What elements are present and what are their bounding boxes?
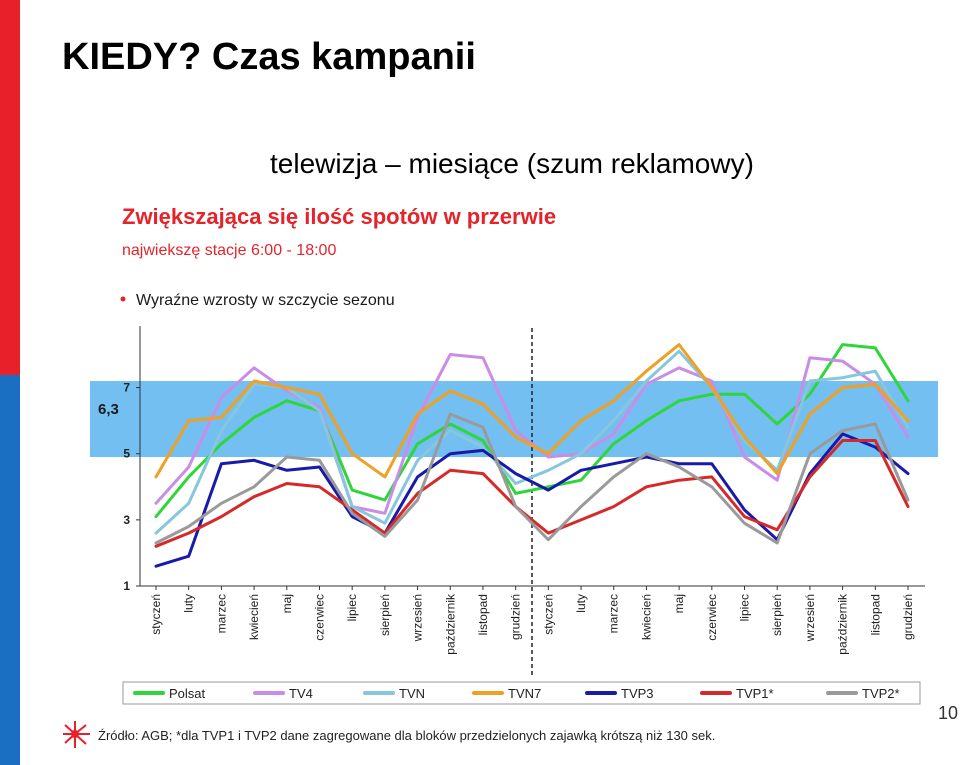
x-tick-label: kwiecień [247, 594, 261, 640]
x-tick-label: maj [672, 594, 686, 613]
x-tick-label: marzec [214, 594, 228, 633]
legend-label: Polsat [169, 686, 206, 701]
bullet-dot [120, 296, 126, 302]
chart-bullet: Wyraźne wzrosty w szczycie sezonu [136, 292, 395, 309]
legend-label: TVP1* [736, 686, 774, 701]
chart-subtitle: najwiekszę stacje 6:00 - 18:00 [122, 242, 336, 259]
series-line-tvp2 [154, 412, 910, 545]
x-tick-label: styczeń [149, 594, 163, 635]
series-line-tvn7 [154, 343, 910, 479]
legend-label: TVN7 [508, 686, 541, 701]
x-tick-label: kwiecień [639, 594, 653, 640]
line-chart: Zwiększająca się ilość spotów w przerwie… [90, 204, 938, 705]
x-tick-label: grudzień [509, 594, 523, 640]
legend-label: TVP3 [621, 686, 654, 701]
x-tick-label: sierpień [378, 594, 392, 636]
chart-legend: Polsat TV4 TVN TVN7 TVP3 TVP1* TVP2* [122, 681, 921, 705]
x-tick-label: czerwiec [705, 594, 719, 641]
x-tick-label: czerwiec [312, 594, 326, 641]
accent-bar-red [0, 0, 20, 375]
x-tick-label: luty [182, 594, 196, 613]
y-tick-label: 1 [123, 579, 130, 593]
slide-subtitle: telewizja – miesiące (szum reklamowy) [270, 148, 754, 179]
legend-label: TVN [399, 686, 425, 701]
series-line-tvp1 [154, 439, 910, 548]
x-tick-label: sierpień [770, 594, 784, 636]
legend-label: TVP2* [862, 686, 900, 701]
y-tick-label: 3 [123, 513, 130, 527]
plot-area: 6,3 1 3 5 7 styczeń luty marzec kwiecień maj czerw… [90, 326, 938, 676]
accent-bar-blue [0, 375, 20, 765]
x-tick-label: listopad [868, 594, 882, 635]
x-tick-label: październik [443, 593, 457, 655]
x-tick-label: październik [836, 593, 850, 655]
y-tick-label: 5 [123, 447, 130, 461]
chart-title: Zwiększająca się ilość spotów w przerwie [122, 204, 556, 229]
x-tick-label: wrzesień [411, 594, 425, 642]
y-tick-label: 7 [123, 381, 130, 395]
legend-label: TV4 [289, 686, 313, 701]
x-tick-label: wrzesień [803, 594, 817, 642]
x-tick-label: maj [280, 594, 294, 613]
source-note: Źródło: AGB; *dla TVP1 i TVP2 dane zagre… [98, 728, 716, 743]
x-tick-label: lipiec [738, 594, 752, 621]
x-tick-label: listopad [476, 594, 490, 635]
legend-box [122, 681, 921, 705]
x-tick-label: styczeń [541, 594, 555, 635]
band-label: 6,3 [98, 401, 119, 418]
x-tick-label: luty [574, 594, 588, 613]
x-tick-label: marzec [607, 594, 621, 633]
logo-icon [62, 716, 96, 756]
slide-title: KIEDY? Czas kampanii [62, 36, 476, 78]
series-line-polsat [154, 343, 910, 519]
x-tick-label: grudzień [901, 594, 915, 640]
x-tick-label: lipiec [345, 594, 359, 621]
slide-number: 10 [937, 703, 958, 723]
